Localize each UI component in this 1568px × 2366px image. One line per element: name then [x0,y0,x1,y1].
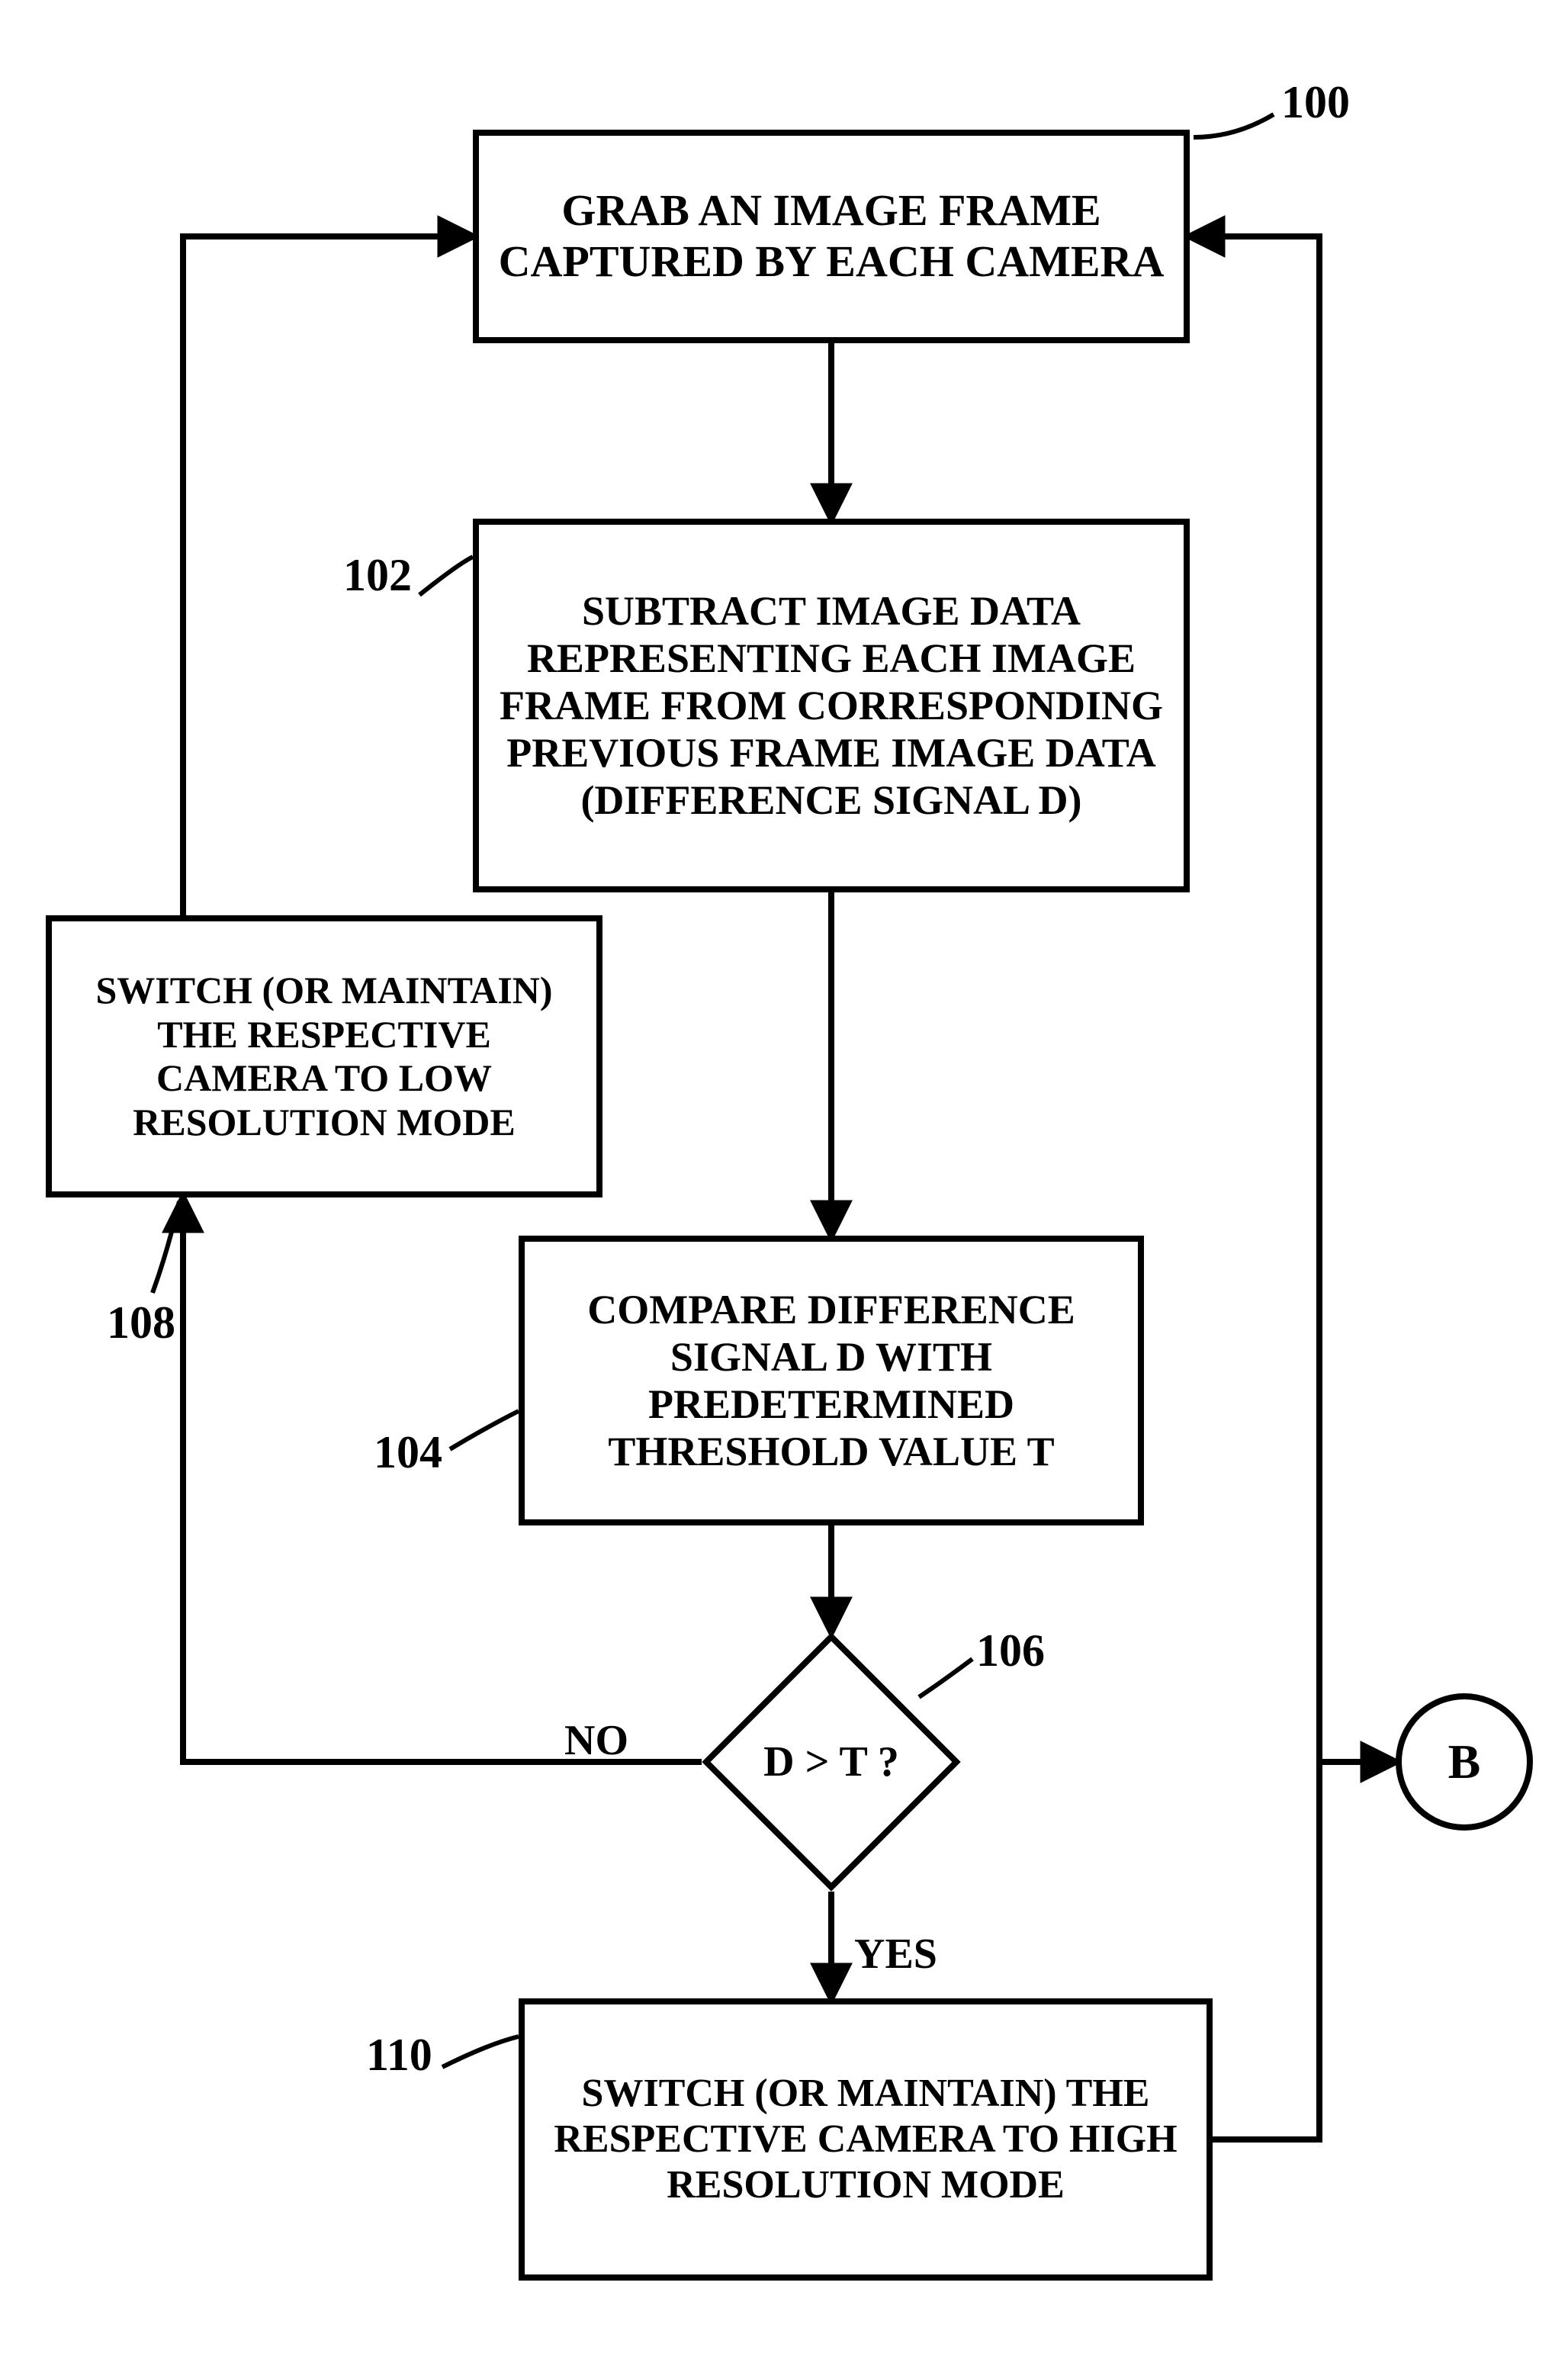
node-text: SWITCH (OR MAINTAIN) THE RESPECTIVE CAME… [67,969,581,1144]
node-subtract-image-data: SUBTRACT IMAGE DATA REPRESENTING EACH IM… [473,519,1190,892]
ref-label-104: 104 [374,1426,442,1479]
ref-label-100: 100 [1281,76,1350,129]
edge-label-yes: YES [854,1930,937,1979]
node-text: COMPARE DIFFERENCE SIGNAL D WITH PREDETE… [540,1286,1123,1475]
node-compare-threshold: COMPARE DIFFERENCE SIGNAL D WITH PREDETE… [519,1236,1144,1525]
node-text: B [1448,1734,1481,1790]
node-switch-high-res: SWITCH (OR MAINTAIN) THE RESPECTIVE CAME… [519,1998,1213,2281]
node-text: D > T ? [740,1670,923,1853]
node-switch-low-res: SWITCH (OR MAINTAIN) THE RESPECTIVE CAME… [46,915,602,1197]
flowchart-canvas: GRAB AN IMAGE FRAME CAPTURED BY EACH CAM… [0,0,1568,2366]
connector-b: B [1396,1693,1533,1831]
ref-label-102: 102 [343,549,412,602]
edge-label-no: NO [564,1716,628,1765]
decision-d-gt-t: D > T ? [740,1670,923,1853]
ref-label-110: 110 [366,2029,432,2082]
node-text: SUBTRACT IMAGE DATA REPRESENTING EACH IM… [494,587,1168,824]
ref-label-108: 108 [107,1297,175,1349]
ref-label-106: 106 [976,1625,1045,1677]
node-grab-frame: GRAB AN IMAGE FRAME CAPTURED BY EACH CAM… [473,130,1190,343]
node-text: GRAB AN IMAGE FRAME CAPTURED BY EACH CAM… [494,185,1168,287]
node-text: SWITCH (OR MAINTAIN) THE RESPECTIVE CAME… [540,2071,1191,2207]
